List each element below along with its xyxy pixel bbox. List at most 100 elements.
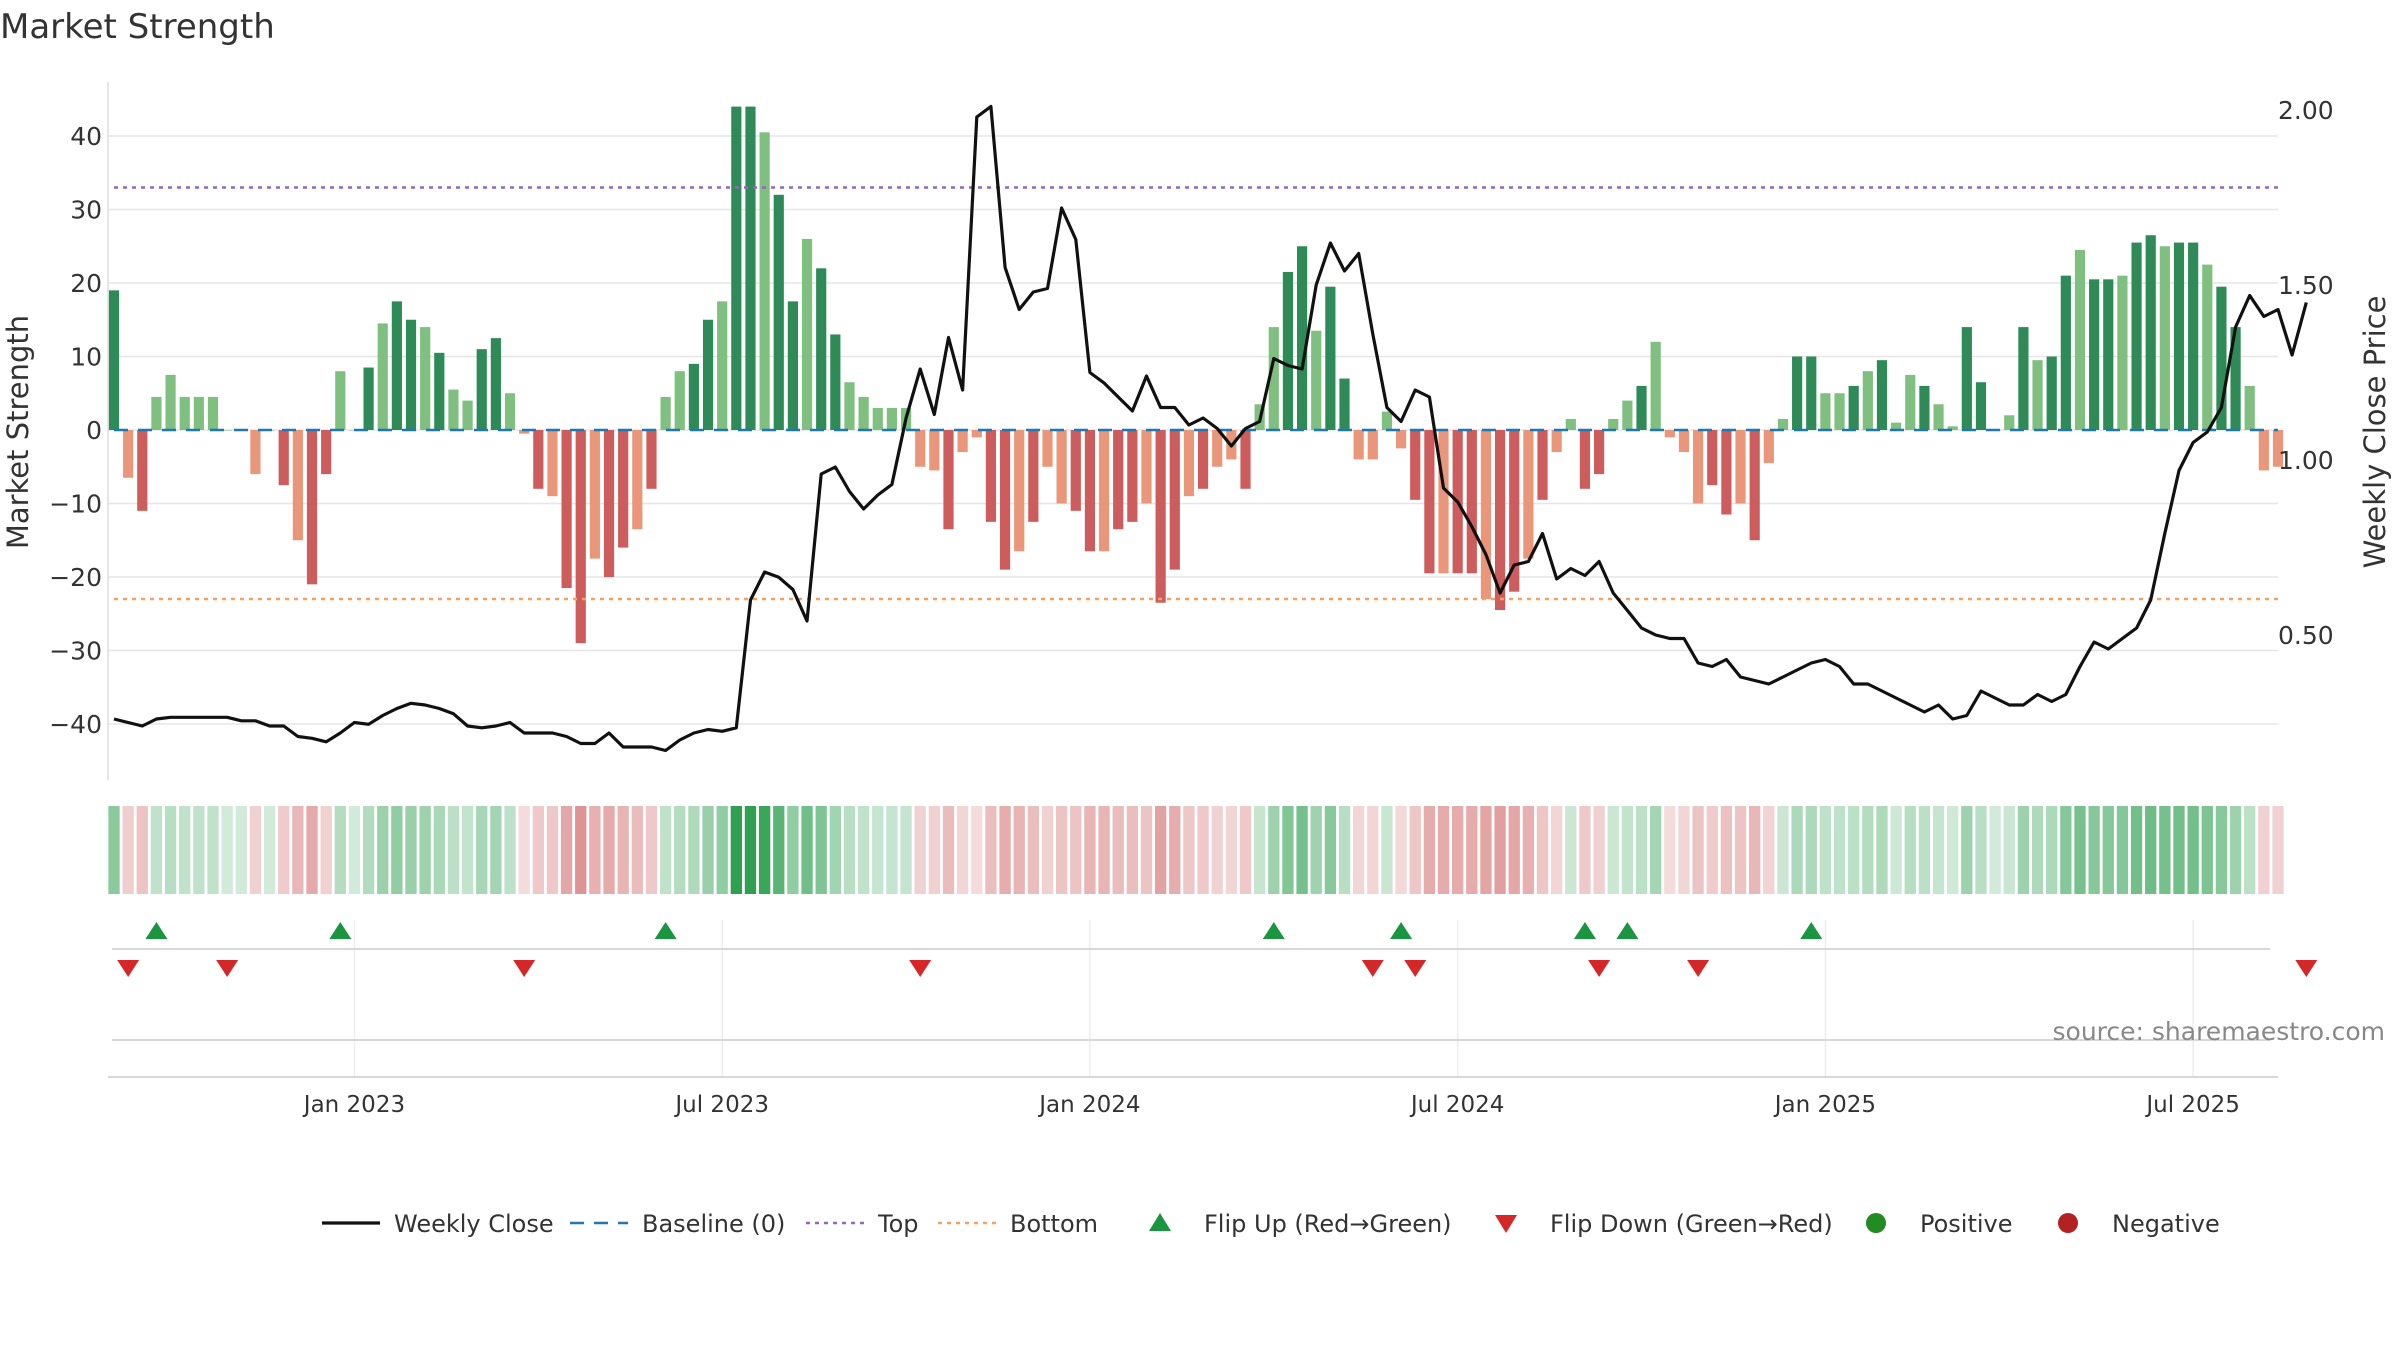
heat-cell xyxy=(1749,806,1761,894)
heat-cell xyxy=(1890,806,1902,894)
heat-cell xyxy=(2244,806,2256,894)
legend-swatch-tri-up xyxy=(1149,1213,1171,1231)
heat-cell xyxy=(1225,806,1238,894)
strength-bar xyxy=(632,430,643,530)
heat-cell xyxy=(1112,806,1124,894)
heat-cell xyxy=(1692,806,1704,894)
heat-cell xyxy=(1338,806,1351,894)
heat-cell xyxy=(758,806,771,894)
x-tick-label: Jul 2025 xyxy=(2144,1092,2240,1118)
flip-down-marker xyxy=(513,960,536,977)
strength-bar xyxy=(1141,430,1152,504)
heat-cell xyxy=(1070,806,1082,894)
heat-cell xyxy=(942,806,955,894)
strength-bar xyxy=(773,194,784,430)
strength-bar xyxy=(1296,246,1308,430)
heat-cell xyxy=(1833,806,1846,894)
strength-bar xyxy=(2103,279,2114,430)
heat-cell xyxy=(730,806,742,894)
legend-label: Baseline (0) xyxy=(642,1210,785,1238)
strength-bar xyxy=(1693,430,1704,504)
y-tick-label: 40 xyxy=(70,122,102,151)
heat-cell xyxy=(956,806,969,894)
heat-cell xyxy=(914,806,926,894)
strength-bar xyxy=(1792,356,1803,430)
heat-cell xyxy=(2145,806,2157,894)
flip-up-marker xyxy=(1616,922,1639,939)
strength-bar xyxy=(1494,430,1506,611)
heat-cell xyxy=(334,806,346,894)
strength-bar xyxy=(1410,430,1421,500)
strength-bar xyxy=(1608,418,1619,430)
strength-bar xyxy=(1367,430,1378,460)
x-tick-label: Jan 2023 xyxy=(302,1092,405,1118)
legend-swatch-tri-down xyxy=(1495,1215,1517,1233)
weekly-close-series xyxy=(113,104,2308,753)
legend-label: Bottom xyxy=(1010,1210,1098,1238)
strength-bar xyxy=(1466,430,1477,574)
strength-bar xyxy=(434,352,445,430)
heat-cell xyxy=(829,806,841,894)
strength-bar xyxy=(1395,430,1407,449)
strength-bar xyxy=(321,430,332,475)
heat-cell xyxy=(1169,806,1181,894)
heat-cell xyxy=(1282,806,1294,894)
heat-cell xyxy=(1310,806,1322,894)
heat-cell xyxy=(1565,806,1577,894)
strength-bar xyxy=(2089,279,2100,430)
flip-down-marker xyxy=(1361,960,1384,977)
strength-bar xyxy=(1311,330,1322,430)
strength-bar xyxy=(405,319,417,430)
strength-bar xyxy=(1169,430,1180,570)
strength-bar xyxy=(1594,430,1605,475)
heat-cell xyxy=(1239,806,1252,894)
strength-bar xyxy=(278,430,289,486)
heat-cell xyxy=(1720,806,1733,894)
flip-down-marker xyxy=(1687,960,1710,977)
heat-cell xyxy=(645,806,658,894)
heat-cell xyxy=(1126,806,1139,894)
strength-bar xyxy=(165,374,176,430)
legend-label: Negative xyxy=(2112,1210,2220,1238)
heat-cell xyxy=(2187,806,2199,894)
heat-cell xyxy=(2102,806,2114,894)
heat-cell xyxy=(263,806,276,894)
heat-cell xyxy=(1621,806,1634,894)
heat-cell xyxy=(2116,806,2129,894)
heat-cell xyxy=(1593,806,1605,894)
heat-cell xyxy=(1932,806,1945,894)
strength-bar xyxy=(363,367,374,430)
strength-bar xyxy=(2173,242,2185,430)
strength-bar xyxy=(618,430,629,548)
heat-cell xyxy=(122,806,134,894)
strength-bar xyxy=(2131,242,2142,430)
heat-cell xyxy=(843,806,856,894)
x-tick-label: Jan 2024 xyxy=(1037,1092,1140,1118)
strength-bar xyxy=(1028,430,1039,522)
strength-bar xyxy=(1056,430,1067,504)
heat-cell xyxy=(900,806,912,894)
strength-bar xyxy=(1636,385,1647,430)
strength-bar xyxy=(1707,430,1718,486)
heat-cell xyxy=(1494,806,1506,894)
strength-bar xyxy=(137,430,148,511)
strength-bar xyxy=(207,396,219,430)
strength-bar xyxy=(1735,430,1746,504)
strength-bar xyxy=(1565,418,1576,430)
heat-cell xyxy=(1763,806,1775,894)
heat-cell xyxy=(872,806,884,894)
weekly-close-line xyxy=(113,104,2308,753)
y-axis-label: Market Strength xyxy=(1,315,35,549)
strength-bar xyxy=(999,430,1011,570)
heat-cell xyxy=(1480,806,1492,894)
heat-cell xyxy=(674,806,686,894)
strength-bar xyxy=(335,371,346,430)
heat-cell xyxy=(2215,806,2228,894)
strength-bar xyxy=(858,396,869,430)
strength-bar xyxy=(1523,430,1534,559)
heat-cell xyxy=(1296,806,1308,894)
heat-cell xyxy=(2229,806,2242,894)
heat-cell xyxy=(476,806,488,894)
strength-bar xyxy=(1905,374,1916,430)
